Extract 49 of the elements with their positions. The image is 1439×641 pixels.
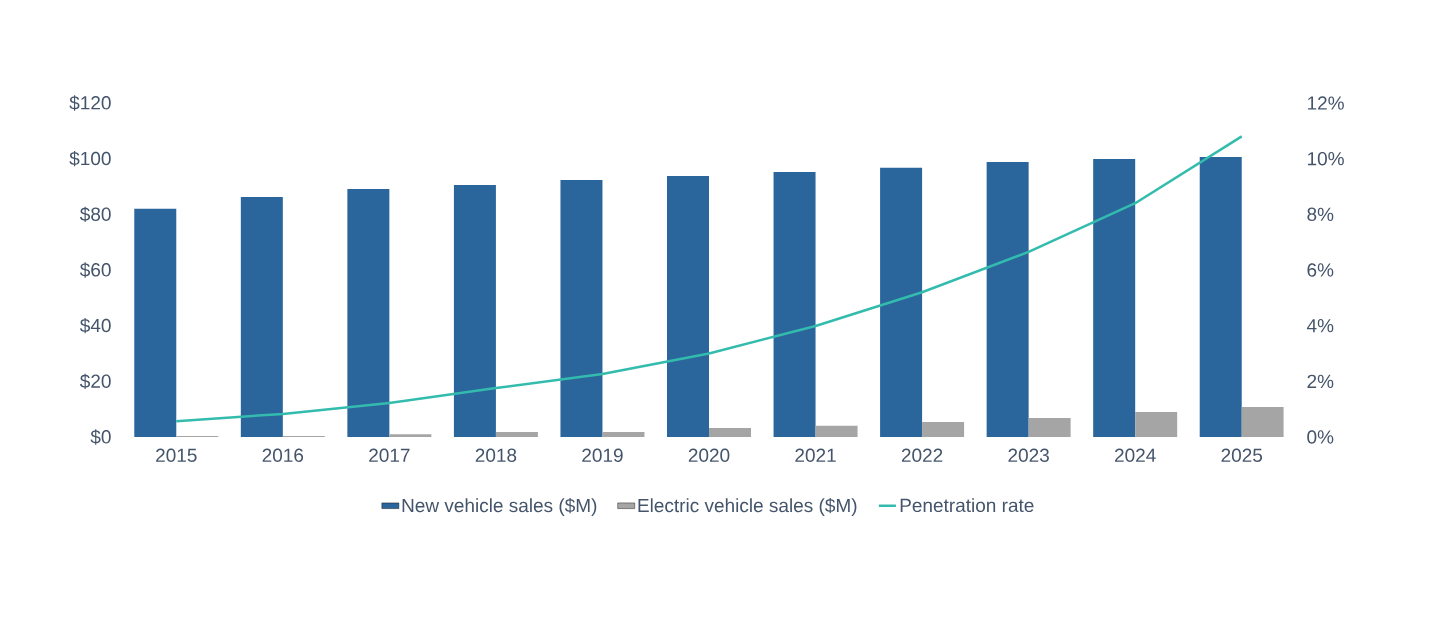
y2-tick-label: 10% bbox=[1307, 151, 1344, 166]
bar bbox=[773, 172, 816, 437]
bar bbox=[1093, 158, 1136, 437]
x-tick-label: 2015 bbox=[156, 448, 197, 462]
x-tick-label: 2016 bbox=[262, 448, 304, 462]
y2-tick-label: 2% bbox=[1307, 374, 1334, 389]
y2-tick-label: 4% bbox=[1306, 319, 1334, 333]
y2-tick-label: 12% bbox=[1307, 96, 1344, 110]
bar bbox=[986, 162, 1029, 437]
bar bbox=[134, 208, 177, 437]
bar bbox=[709, 428, 752, 437]
legend-label: New vehicle sales ($M) bbox=[402, 497, 597, 516]
y-tick-label: $80 bbox=[79, 206, 111, 223]
x-tick-label: 2022 bbox=[901, 448, 943, 462]
bar bbox=[922, 421, 965, 437]
x-tick-label: 2018 bbox=[475, 448, 517, 462]
y2-tick-label: 6% bbox=[1307, 263, 1334, 277]
bar bbox=[1028, 418, 1071, 437]
y-tick-label: $60 bbox=[79, 262, 111, 278]
bar bbox=[1199, 157, 1242, 437]
x-tick-label: 2025 bbox=[1221, 448, 1263, 462]
x-tick-label: 2019 bbox=[582, 448, 623, 462]
bar bbox=[453, 185, 496, 437]
y-tick-label: $0 bbox=[90, 429, 111, 445]
bar bbox=[347, 189, 390, 437]
bar bbox=[815, 425, 858, 437]
bar bbox=[240, 197, 283, 437]
x-tick-label: 2024 bbox=[1115, 448, 1156, 462]
x-tick-label: 2023 bbox=[1008, 448, 1049, 462]
bar bbox=[495, 431, 538, 437]
line-series bbox=[175, 135, 1243, 423]
y-tick-label: $120 bbox=[69, 95, 111, 111]
y-tick-label: $40 bbox=[79, 317, 111, 334]
x-tick-label: 2020 bbox=[688, 448, 730, 462]
y2-tick-label: 8% bbox=[1307, 207, 1334, 222]
bar bbox=[1241, 406, 1284, 437]
bar bbox=[389, 434, 432, 437]
bar bbox=[880, 167, 923, 437]
bar bbox=[1135, 411, 1178, 437]
y-tick-label: $20 bbox=[79, 373, 111, 390]
y-tick-label: $100 bbox=[69, 150, 111, 167]
legend-label: Electric vehicle sales ($M) bbox=[638, 497, 857, 516]
bar bbox=[602, 431, 645, 437]
bar bbox=[667, 175, 710, 437]
x-tick-label: 2021 bbox=[795, 448, 836, 462]
legend-label: Penetration rate bbox=[900, 498, 1034, 513]
y2-tick-label: 0% bbox=[1307, 430, 1334, 444]
x-tick-label: 2017 bbox=[369, 448, 410, 462]
bar bbox=[560, 180, 603, 437]
